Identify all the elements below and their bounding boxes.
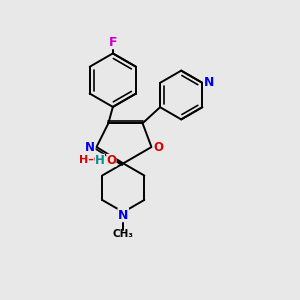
Text: O: O	[153, 140, 163, 154]
Text: N: N	[85, 140, 95, 154]
Text: O: O	[106, 154, 116, 167]
Text: N: N	[118, 208, 128, 222]
Text: H–O: H–O	[79, 155, 103, 165]
Text: N: N	[204, 76, 214, 89]
Text: CH₃: CH₃	[113, 230, 134, 239]
Text: H: H	[95, 154, 105, 167]
Text: F: F	[109, 36, 117, 49]
